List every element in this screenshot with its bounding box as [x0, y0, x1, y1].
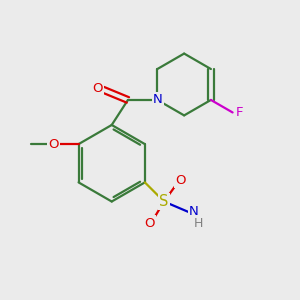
Text: F: F — [235, 106, 243, 119]
Text: H: H — [194, 217, 203, 230]
Text: O: O — [176, 173, 186, 187]
Text: N: N — [189, 205, 198, 218]
Text: O: O — [92, 82, 103, 95]
Text: O: O — [144, 217, 154, 230]
Text: O: O — [48, 138, 59, 151]
Text: N: N — [153, 93, 163, 106]
Text: S: S — [159, 194, 169, 209]
